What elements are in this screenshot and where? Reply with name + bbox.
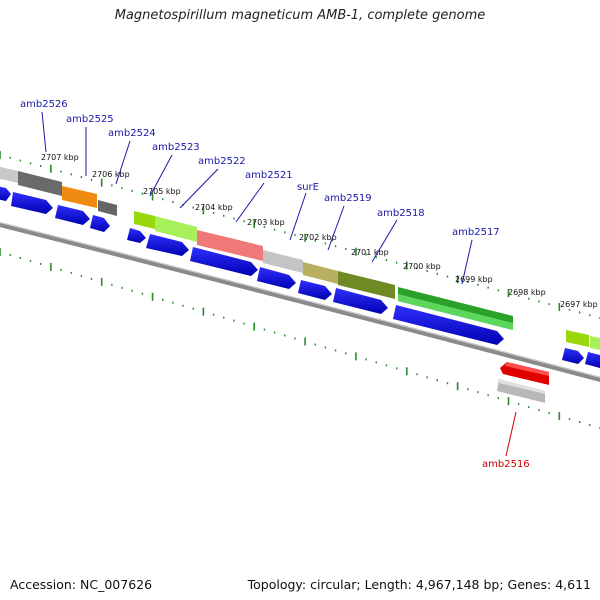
gene-label-amb2524[interactable]: amb2524 xyxy=(108,128,156,139)
kbp-tick-label: 2705 kbp xyxy=(143,187,181,196)
feature-amb2525[interactable] xyxy=(18,171,62,196)
cds-arrow[interactable] xyxy=(55,205,90,225)
gene-label-amb2522[interactable]: amb2522 xyxy=(198,156,246,167)
map-title: Magnetospirillum magneticum AMB-1, compl… xyxy=(114,8,486,23)
gene-label-amb2525[interactable]: amb2525 xyxy=(66,114,114,125)
feature-amb2515[interactable] xyxy=(566,330,589,347)
gene-label-amb2518[interactable]: amb2518 xyxy=(377,208,425,219)
reverse-track xyxy=(497,362,549,403)
rna-arrow-amb2516[interactable] xyxy=(500,362,549,385)
kbp-labels: 2707 kbp 2706 kbp 2705 kbp 2704 kbp 2703… xyxy=(41,153,598,309)
feature-amb2521[interactable] xyxy=(197,230,263,261)
gene-label-amb2521[interactable]: amb2521 xyxy=(245,170,293,181)
kbp-tick-label: 2706 kbp xyxy=(92,170,130,179)
feature-amb2524-orange[interactable] xyxy=(62,186,97,208)
gene-label-amb2517[interactable]: amb2517 xyxy=(452,227,500,238)
gene-label-amb2519[interactable]: amb2519 xyxy=(324,193,372,204)
feature-amb2518[interactable] xyxy=(338,271,395,299)
gene-label-amb2526[interactable]: amb2526 xyxy=(20,99,68,110)
kbp-tick-label: 2700 kbp xyxy=(403,262,441,271)
topology-label: Topology: circular; Length: 4,967,148 bp… xyxy=(247,577,591,592)
cds-arrow[interactable] xyxy=(585,352,600,368)
kbp-tick-label: 2704 kbp xyxy=(195,203,233,212)
kbp-tick-label: 2702 kbp xyxy=(299,233,337,242)
cds-arrow[interactable] xyxy=(333,288,388,314)
cds-arrow[interactable] xyxy=(11,192,53,214)
feature-surE[interactable] xyxy=(263,250,303,273)
feature-amb2522[interactable] xyxy=(155,216,197,242)
kbp-tick-label: 2698 kbp xyxy=(508,288,546,297)
kbp-tick-label: 2697 kbp xyxy=(560,300,598,309)
cds-arrow[interactable] xyxy=(90,215,110,232)
cds-arrow[interactable] xyxy=(562,348,584,364)
cds-arrow[interactable] xyxy=(146,234,189,256)
gene-label-amb2523[interactable]: amb2523 xyxy=(152,142,200,153)
cds-arrow[interactable] xyxy=(257,267,296,289)
cds-arrow[interactable] xyxy=(190,247,258,276)
cds-track xyxy=(0,186,600,368)
feature-track xyxy=(0,166,600,350)
leader-lines xyxy=(41,111,517,457)
cds-arrow[interactable] xyxy=(393,305,504,345)
genome-backbone xyxy=(0,221,600,382)
tick-ring-outer xyxy=(0,151,600,319)
feature-amb2526[interactable] xyxy=(0,166,18,183)
gene-label-surE[interactable]: surE xyxy=(297,182,319,193)
kbp-tick-label: 2699 kbp xyxy=(455,275,493,284)
tick-ring-inner xyxy=(0,248,600,429)
gene-label-amb2516[interactable]: amb2516 xyxy=(482,459,530,470)
kbp-tick-label: 2701 kbp xyxy=(351,248,389,257)
kbp-tick-label: 2703 kbp xyxy=(247,218,285,227)
kbp-tick-label: 2707 kbp xyxy=(41,153,79,162)
cds-arrow[interactable] xyxy=(127,228,146,243)
feature-amb2524-gray[interactable] xyxy=(98,200,117,216)
cds-arrow[interactable] xyxy=(0,186,11,201)
feature-amb2523[interactable] xyxy=(134,211,155,229)
accession-label: Accession: NC_007626 xyxy=(10,577,153,592)
gene-labels: amb2526 amb2525 amb2524 amb2523 amb2522 … xyxy=(20,99,530,470)
cds-arrow[interactable] xyxy=(298,280,332,300)
feature-amb2519[interactable] xyxy=(303,262,338,284)
